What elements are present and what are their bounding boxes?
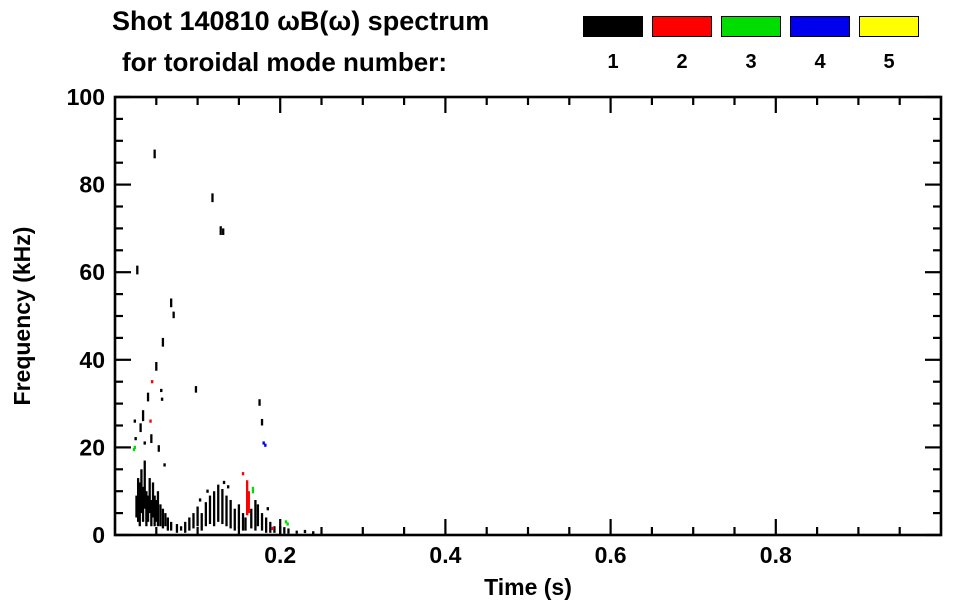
data-point-mode-1 [206, 489, 209, 493]
plot-frame [113, 95, 943, 537]
x-tick-label: 0.6 [595, 542, 627, 568]
data-point-mode-3 [133, 445, 137, 449]
data-point-mode-1 [163, 463, 166, 467]
x-tick-label: 0.8 [760, 542, 792, 568]
data-point-mode-3 [132, 447, 136, 452]
legend-mode-label-3: 3 [745, 51, 757, 73]
legend-numbers: 1 2 3 4 5 [583, 51, 919, 74]
legend-mode-label-4: 4 [814, 51, 826, 73]
data-point-mode-1 [134, 437, 137, 441]
legend-swatch-mode-4 [790, 16, 850, 37]
data-point-mode-1 [160, 388, 163, 393]
legend-swatch-mode-2 [652, 16, 712, 37]
data-point-mode-1 [143, 441, 146, 445]
data-point-mode-1 [266, 507, 270, 511]
chart-title: Shot 140810 ωB(ω) spectrum [112, 6, 490, 36]
x-tick-label: 0.4 [429, 542, 461, 568]
data-point-mode-1 [303, 529, 307, 534]
x-tick-label: 0.2 [264, 542, 296, 568]
data-point-mode-3 [286, 522, 289, 526]
x-axis-title: Time (s) [484, 574, 572, 600]
data-point-mode-1 [312, 531, 315, 535]
data-point-mode-1 [222, 480, 226, 485]
data-point-mode-1 [226, 485, 230, 489]
legend-swatch-mode-3 [721, 16, 781, 37]
data-point-mode-4 [264, 443, 267, 447]
legend-mode-label-1: 1 [607, 51, 619, 73]
y-tick-label: 60 [79, 259, 105, 285]
y-tick-label: 0 [92, 522, 105, 548]
data-point-mode-2 [271, 526, 274, 531]
data-point-mode-3 [284, 520, 288, 524]
data-point-mode-2 [150, 380, 154, 384]
data-point-mode-1 [133, 419, 137, 423]
legend-swatches [583, 16, 919, 37]
data-point-mode-1 [198, 498, 202, 502]
data-point-mode-2 [241, 472, 245, 476]
data-point-mode-4 [262, 441, 265, 445]
legend-mode-label-5: 5 [883, 51, 895, 73]
data-point-mode-2 [149, 419, 152, 423]
legend-swatch-mode-5 [859, 16, 919, 37]
legend-swatch-mode-1 [583, 16, 643, 37]
data-point-mode-1 [160, 397, 164, 401]
legend-mode-label-2: 2 [676, 51, 688, 73]
y-tick-label: 100 [67, 84, 105, 110]
chart-subtitle: for toroidal mode number: [122, 47, 447, 77]
y-tick-label: 80 [79, 172, 105, 198]
y-tick-label: 20 [79, 434, 105, 460]
y-tick-label: 40 [79, 347, 105, 373]
y-axis-title: Frequency (kHz) [9, 227, 35, 406]
